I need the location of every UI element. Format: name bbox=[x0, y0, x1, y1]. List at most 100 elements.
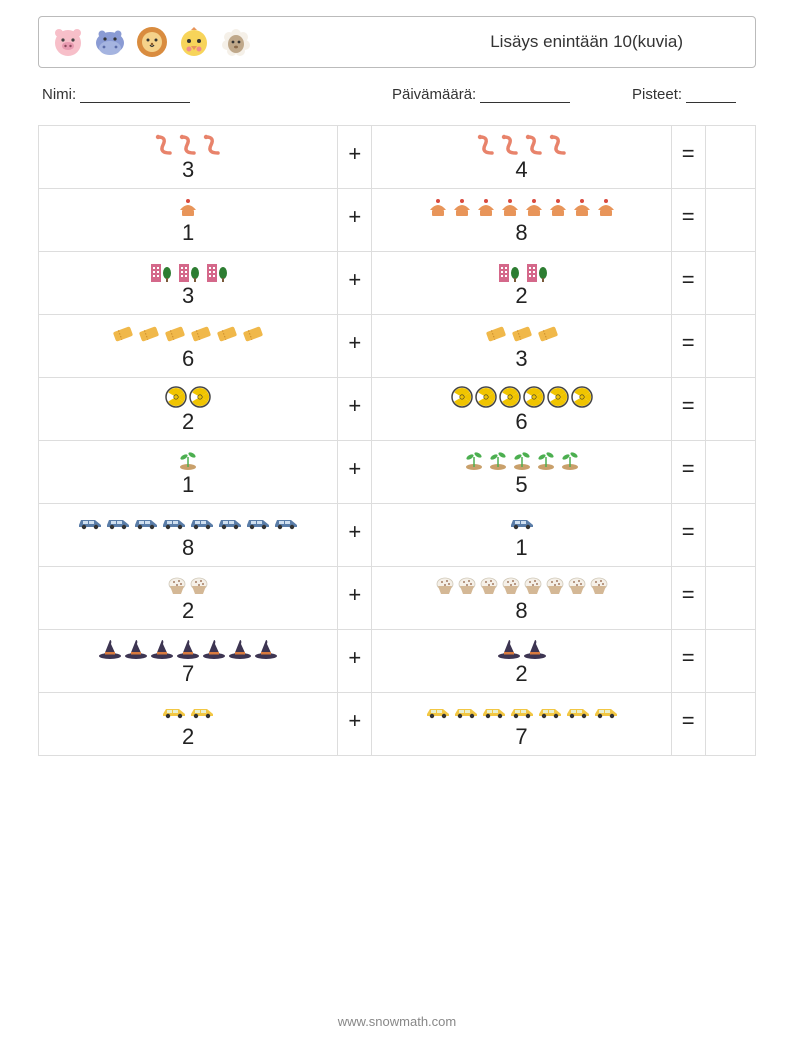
pudding-icon bbox=[545, 576, 565, 601]
addend-right: 4 bbox=[372, 126, 671, 189]
equals-sign: = bbox=[671, 315, 705, 378]
pudding-icon bbox=[501, 576, 521, 601]
equals-sign: = bbox=[671, 252, 705, 315]
answer-blank[interactable] bbox=[705, 315, 755, 378]
sheep-icon bbox=[219, 25, 253, 59]
cupcake-icon bbox=[547, 197, 569, 224]
pudding-icon bbox=[567, 576, 587, 601]
equals-sign: = bbox=[671, 630, 705, 693]
radiation-icon bbox=[571, 386, 593, 413]
bluecar-icon bbox=[105, 516, 131, 535]
radiation-icon bbox=[451, 386, 473, 413]
addend-right: 2 bbox=[372, 630, 671, 693]
worm-icon bbox=[153, 133, 175, 162]
ticket-icon bbox=[484, 325, 508, 348]
bluecar-icon bbox=[273, 516, 299, 535]
addend-left: 8 bbox=[39, 504, 338, 567]
plus-operator: + bbox=[338, 441, 372, 504]
answer-blank[interactable] bbox=[705, 693, 755, 756]
pudding-icon bbox=[189, 576, 209, 601]
witchhat-icon bbox=[98, 638, 122, 665]
footer-text: www.snowmath.com bbox=[0, 1014, 794, 1029]
problem-row: 1+8= bbox=[39, 189, 756, 252]
addend-number: 1 bbox=[182, 222, 194, 244]
addend-right: 7 bbox=[372, 693, 671, 756]
addend-right: 8 bbox=[372, 567, 671, 630]
answer-blank[interactable] bbox=[705, 630, 755, 693]
pudding-icon bbox=[523, 576, 543, 601]
score-label: Pisteet: bbox=[632, 86, 682, 103]
equals-sign: = bbox=[671, 567, 705, 630]
addend-number: 3 bbox=[515, 348, 527, 370]
problem-row: 3 +2 = bbox=[39, 252, 756, 315]
addend-left: 3 bbox=[39, 126, 338, 189]
ticket-icon bbox=[137, 325, 161, 348]
bluecar-icon bbox=[189, 516, 215, 535]
answer-blank[interactable] bbox=[705, 504, 755, 567]
problem-row: 2+7= bbox=[39, 693, 756, 756]
ticket-icon bbox=[241, 325, 265, 348]
addend-number: 2 bbox=[182, 600, 194, 622]
addend-number: 6 bbox=[182, 348, 194, 370]
equals-sign: = bbox=[671, 504, 705, 567]
witchhat-icon bbox=[254, 638, 278, 665]
problem-row: 7+2= bbox=[39, 630, 756, 693]
date-blank[interactable] bbox=[480, 88, 570, 103]
pudding-icon bbox=[435, 576, 455, 601]
addend-number: 7 bbox=[515, 726, 527, 748]
plus-operator: + bbox=[338, 252, 372, 315]
addend-number: 1 bbox=[182, 474, 194, 496]
problems-table: 3+4=1+8=3+2=6+3=2+6=1+5=8+1=2+8=7+2=2+7= bbox=[38, 125, 756, 756]
sprout-icon bbox=[559, 449, 581, 476]
addend-number: 4 bbox=[515, 159, 527, 181]
yellowcar-icon bbox=[593, 705, 619, 724]
answer-blank[interactable] bbox=[705, 189, 755, 252]
answer-blank[interactable] bbox=[705, 567, 755, 630]
plus-operator: + bbox=[338, 504, 372, 567]
ticket-icon bbox=[189, 325, 213, 348]
equals-sign: = bbox=[671, 189, 705, 252]
answer-blank[interactable] bbox=[705, 378, 755, 441]
witchhat-icon bbox=[228, 638, 252, 665]
addend-left: 2 bbox=[39, 378, 338, 441]
equals-sign: = bbox=[671, 126, 705, 189]
addend-left: 1 bbox=[39, 441, 338, 504]
yellowcar-icon bbox=[481, 705, 507, 724]
addend-number: 2 bbox=[182, 411, 194, 433]
answer-blank[interactable] bbox=[705, 252, 755, 315]
equals-sign: = bbox=[671, 441, 705, 504]
addend-right: 5 bbox=[372, 441, 671, 504]
yellowcar-icon bbox=[425, 705, 451, 724]
pudding-icon bbox=[457, 576, 477, 601]
answer-blank[interactable] bbox=[705, 126, 755, 189]
addend-number: 3 bbox=[182, 285, 194, 307]
worm-icon bbox=[547, 133, 569, 162]
yellowcar-icon bbox=[453, 705, 479, 724]
addend-right: 1 bbox=[372, 504, 671, 567]
yellowcar-icon bbox=[537, 705, 563, 724]
meta-row: Nimi: Päivämäärä: Pisteet: bbox=[38, 86, 756, 125]
problem-row: 6 +3 = bbox=[39, 315, 756, 378]
score-blank[interactable] bbox=[686, 88, 736, 103]
answer-blank[interactable] bbox=[705, 441, 755, 504]
addend-left: 2 bbox=[39, 567, 338, 630]
building-icon bbox=[203, 258, 229, 289]
cupcake-icon bbox=[427, 197, 449, 224]
bluecar-icon bbox=[161, 516, 187, 535]
plus-operator: + bbox=[338, 378, 372, 441]
addend-number: 2 bbox=[515, 285, 527, 307]
plus-operator: + bbox=[338, 315, 372, 378]
equals-sign: = bbox=[671, 378, 705, 441]
problem-row: 3+4 = bbox=[39, 126, 756, 189]
plus-operator: + bbox=[338, 567, 372, 630]
problem-row: 2 +8= bbox=[39, 567, 756, 630]
name-blank[interactable] bbox=[80, 88, 190, 103]
worksheet-header: Lisäys enintään 10(kuvia) bbox=[38, 16, 756, 68]
pudding-icon bbox=[589, 576, 609, 601]
sprout-icon bbox=[463, 449, 485, 476]
plus-operator: + bbox=[338, 126, 372, 189]
ticket-icon bbox=[510, 325, 534, 348]
date-label: Päivämäärä: bbox=[392, 86, 476, 103]
lion-icon bbox=[135, 25, 169, 59]
radiation-icon bbox=[547, 386, 569, 413]
